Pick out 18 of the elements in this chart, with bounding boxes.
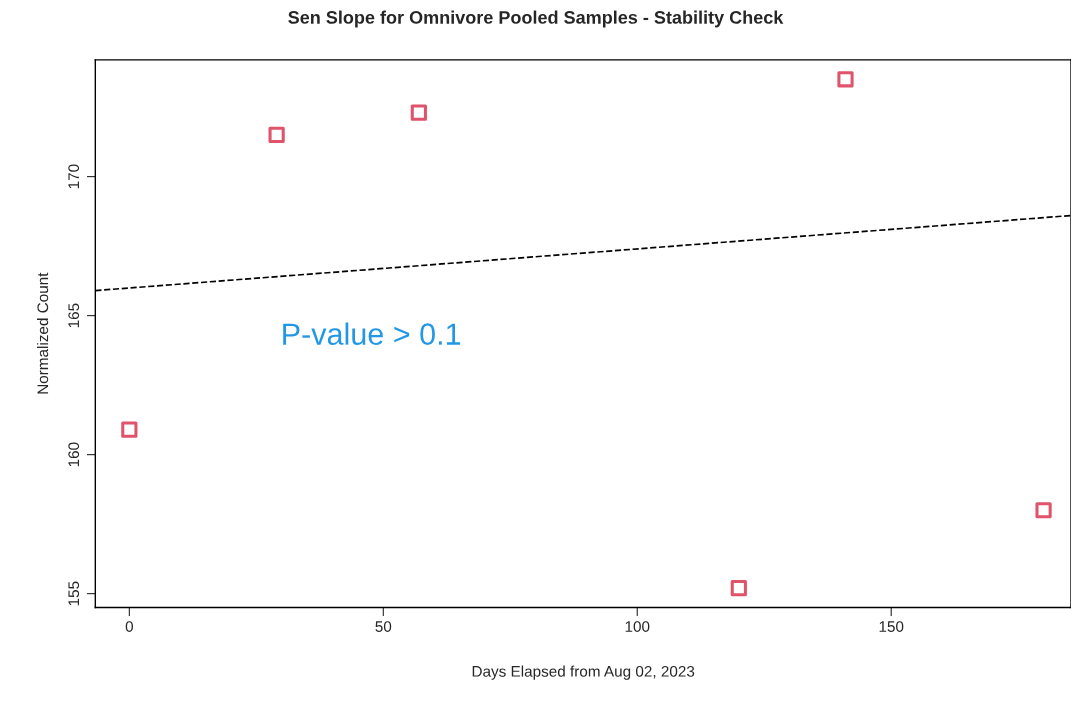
point: [410, 104, 427, 121]
x-tick-label: 150: [879, 621, 904, 632]
y-axis-title: Normalized Count: [36, 272, 49, 394]
x-tick-label: 50: [375, 621, 392, 632]
point: [730, 579, 747, 597]
x-tick-label: 0: [125, 621, 133, 632]
point: [837, 71, 854, 88]
y-tick-label: 160: [68, 442, 80, 467]
y-tick-label: 170: [68, 164, 80, 189]
x-axis-title: Days Elapsed from Aug 02, 2023: [472, 665, 695, 680]
y-tick-label: 155: [68, 581, 80, 606]
x-tick-label: 100: [625, 621, 650, 632]
annotation: P-value > 0.1: [283, 322, 461, 345]
chart-title: Sen Slope for Omnivore Pooled Samples - Stability Check: [288, 10, 784, 28]
y-tick-label: 165: [68, 303, 80, 328]
point: [1035, 502, 1052, 519]
point: [268, 126, 285, 144]
point: [121, 421, 138, 438]
